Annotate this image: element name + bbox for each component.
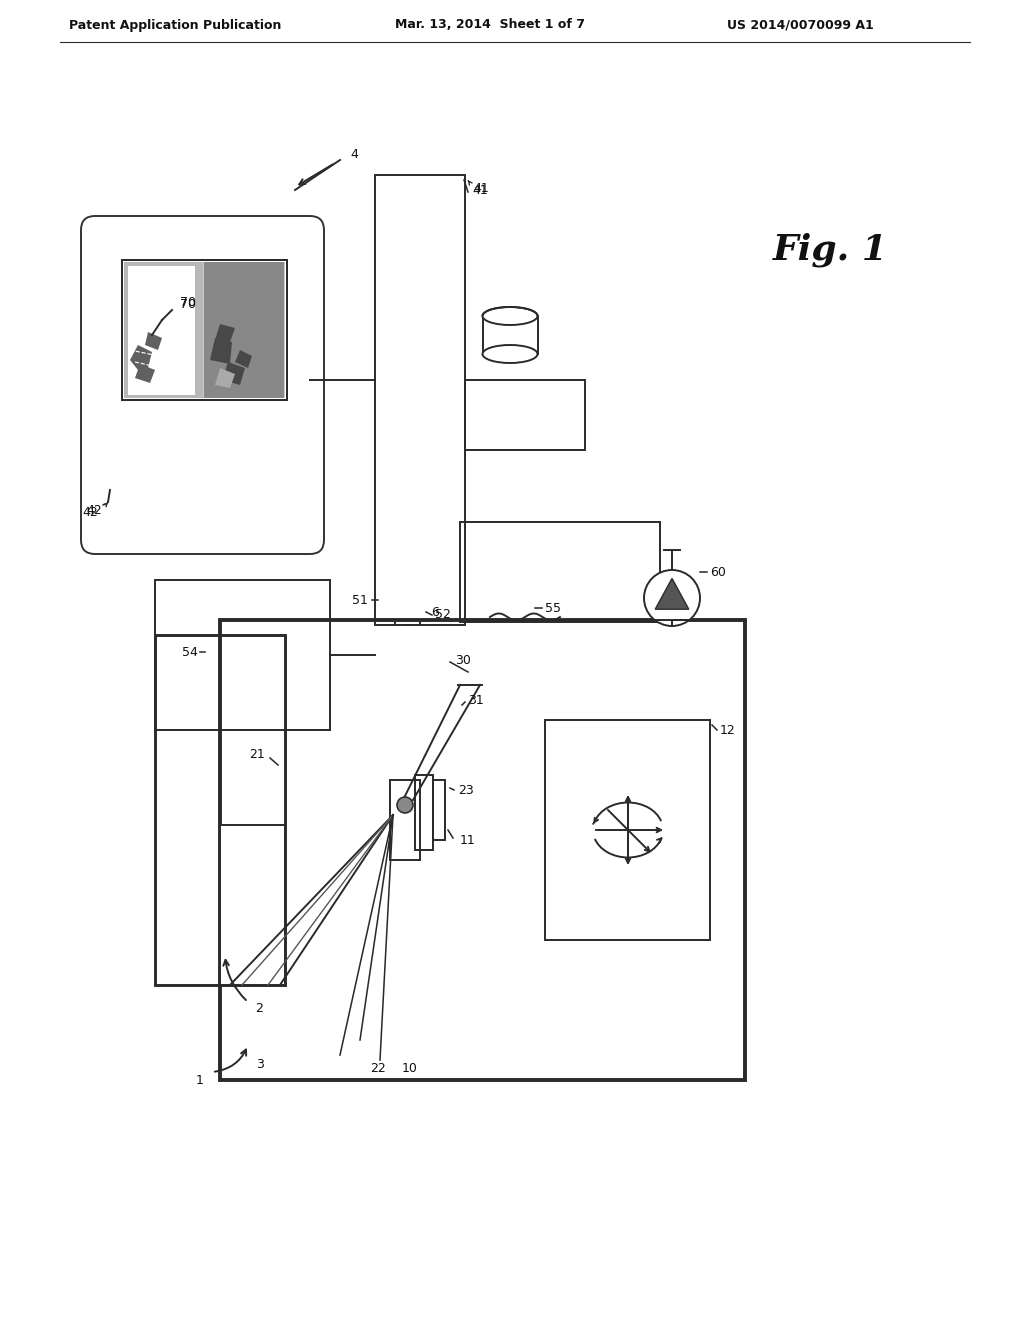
Text: 42: 42 — [82, 506, 98, 519]
Bar — [124, 261, 203, 399]
Bar — [460, 521, 660, 622]
Text: 60: 60 — [710, 565, 726, 578]
Circle shape — [397, 797, 413, 813]
Bar — [465, 380, 585, 450]
Text: 10: 10 — [402, 1061, 418, 1074]
Text: 6: 6 — [431, 606, 439, 619]
Text: 3: 3 — [256, 1059, 264, 1072]
Text: 55: 55 — [545, 602, 561, 615]
Polygon shape — [145, 333, 162, 350]
Polygon shape — [130, 345, 152, 370]
Text: Patent Application Publication: Patent Application Publication — [69, 18, 282, 32]
Text: 23: 23 — [458, 784, 474, 796]
Bar — [122, 260, 287, 400]
Text: 2: 2 — [255, 1002, 263, 1015]
Text: 21: 21 — [249, 748, 265, 762]
Polygon shape — [234, 350, 252, 368]
Bar — [155, 635, 285, 985]
Bar — [220, 620, 745, 1080]
Text: 54: 54 — [182, 645, 198, 659]
Bar — [375, 176, 465, 624]
Text: 12: 12 — [720, 723, 736, 737]
Polygon shape — [215, 323, 234, 342]
Bar — [204, 261, 284, 399]
Polygon shape — [215, 368, 234, 388]
Polygon shape — [655, 578, 689, 610]
Text: 41: 41 — [472, 183, 487, 197]
Bar — [390, 780, 420, 861]
Text: 1: 1 — [196, 1073, 204, 1086]
Bar — [127, 265, 195, 395]
Bar — [124, 261, 285, 399]
Text: 70: 70 — [180, 296, 196, 309]
Circle shape — [644, 570, 700, 626]
Text: 31: 31 — [468, 693, 483, 706]
Text: 11: 11 — [460, 833, 476, 846]
Text: 22: 22 — [370, 1061, 386, 1074]
Text: 4: 4 — [350, 149, 357, 161]
Bar — [155, 579, 330, 730]
FancyBboxPatch shape — [81, 216, 324, 554]
Bar — [122, 260, 287, 400]
Ellipse shape — [482, 308, 538, 325]
Text: 30: 30 — [455, 653, 471, 667]
Polygon shape — [222, 362, 245, 385]
Bar — [433, 780, 445, 840]
Text: 41: 41 — [473, 181, 488, 194]
Polygon shape — [210, 338, 232, 364]
Text: Fig. 1: Fig. 1 — [772, 232, 888, 267]
Bar — [220, 825, 285, 985]
Text: 42: 42 — [86, 503, 102, 516]
Text: 52: 52 — [435, 609, 451, 622]
Text: 51: 51 — [352, 594, 368, 606]
Text: 70: 70 — [180, 298, 196, 312]
Bar — [545, 719, 710, 940]
Bar — [483, 315, 538, 354]
Text: US 2014/0070099 A1: US 2014/0070099 A1 — [727, 18, 873, 32]
Polygon shape — [135, 364, 155, 383]
Ellipse shape — [482, 345, 538, 363]
Bar — [415, 775, 433, 850]
Text: Mar. 13, 2014  Sheet 1 of 7: Mar. 13, 2014 Sheet 1 of 7 — [395, 18, 585, 32]
